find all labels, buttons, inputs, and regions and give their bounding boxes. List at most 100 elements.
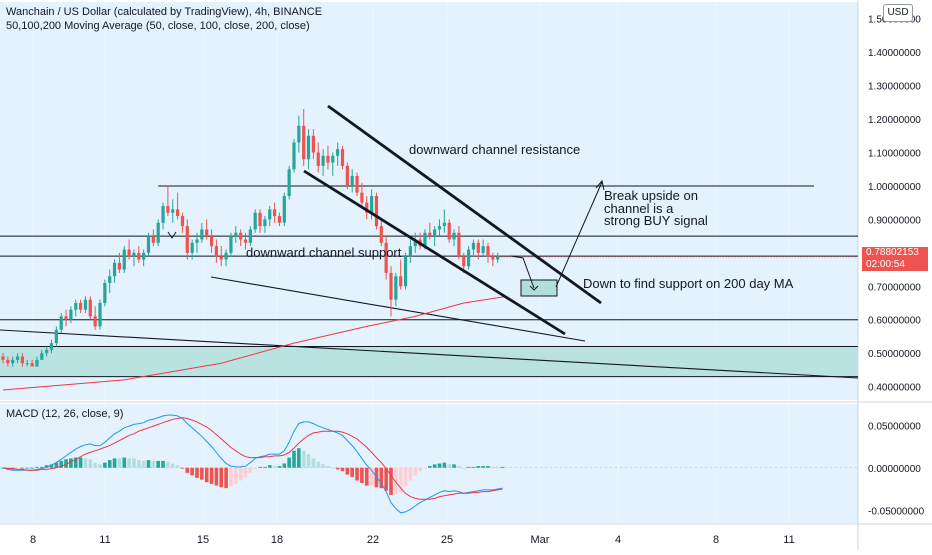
candle-body bbox=[462, 256, 466, 267]
candle-body bbox=[379, 226, 383, 243]
macd-histogram-bar bbox=[360, 467, 364, 484]
macd-histogram-bar bbox=[93, 462, 97, 468]
macd-histogram-bar bbox=[117, 458, 122, 468]
macd-histogram-bar bbox=[321, 464, 325, 468]
candle-body bbox=[248, 229, 252, 243]
candle-body bbox=[234, 232, 238, 237]
macd-histogram-bar bbox=[457, 466, 461, 468]
annotation-text: downward channel resistance bbox=[409, 142, 580, 157]
macd-histogram-bar bbox=[224, 467, 228, 489]
macd-histogram-bar bbox=[170, 463, 175, 468]
candle-body bbox=[340, 149, 345, 166]
candle-body bbox=[103, 282, 107, 304]
ma-legend: 50,100,200 Moving Average (50, close, 10… bbox=[6, 20, 310, 32]
candle-body bbox=[83, 299, 88, 310]
candle-body bbox=[326, 155, 330, 163]
candle-body bbox=[79, 303, 83, 310]
macd-histogram-bar bbox=[316, 461, 321, 468]
macd-histogram-bar bbox=[432, 464, 437, 468]
macd-histogram-bar bbox=[297, 448, 301, 468]
macd-histogram-bar bbox=[345, 467, 350, 475]
macd-histogram-bar bbox=[287, 457, 291, 468]
macd-histogram-bar bbox=[73, 457, 78, 468]
macd-histogram-bar bbox=[209, 467, 214, 484]
candle-body bbox=[471, 242, 476, 250]
macd-histogram-bar bbox=[408, 467, 413, 481]
candle-body bbox=[423, 232, 427, 247]
macd-histogram-bar bbox=[447, 464, 451, 468]
macd-histogram-bar bbox=[394, 467, 398, 495]
last-price-value: 0.78802153 bbox=[866, 247, 919, 258]
candle-body bbox=[258, 212, 262, 227]
candle-body bbox=[20, 356, 24, 364]
macd-histogram-bar bbox=[311, 458, 316, 468]
macd-histogram-bar bbox=[263, 466, 267, 468]
candle-body bbox=[253, 212, 257, 230]
macd-histogram-bar bbox=[219, 467, 224, 488]
candle-body bbox=[35, 359, 39, 367]
candle-body bbox=[350, 175, 354, 186]
macd-histogram-bar bbox=[384, 467, 388, 491]
currency-button[interactable]: USD bbox=[883, 4, 913, 22]
candle-body bbox=[117, 262, 121, 270]
y-tick-label: 1.20000000 bbox=[868, 115, 921, 126]
annotation-text: Break upside on bbox=[604, 188, 698, 203]
y-tick-label: 0.90000000 bbox=[868, 215, 921, 226]
candle-body bbox=[447, 222, 451, 240]
macd-histogram-bar bbox=[243, 467, 248, 478]
macd-histogram-bar bbox=[442, 462, 447, 468]
candle-body bbox=[243, 239, 248, 243]
x-tick-label: 11 bbox=[99, 534, 110, 546]
macd-histogram-bar bbox=[234, 467, 238, 484]
y-tick-label: 0.70000000 bbox=[868, 282, 921, 293]
candle-body bbox=[355, 175, 359, 193]
candle-body bbox=[132, 252, 136, 257]
candle-body bbox=[403, 256, 408, 287]
candle-body bbox=[15, 356, 20, 360]
candle-body bbox=[214, 246, 218, 257]
macd-histogram-bar bbox=[466, 466, 471, 468]
candle-body bbox=[209, 236, 214, 247]
candle-body bbox=[146, 236, 151, 253]
macd-histogram-bar bbox=[253, 467, 257, 469]
macd-histogram-bar bbox=[200, 467, 204, 480]
candle-body bbox=[59, 316, 63, 330]
candle-body bbox=[331, 155, 335, 163]
macd-histogram-bar bbox=[267, 465, 272, 468]
candle-body bbox=[394, 276, 398, 300]
macd-histogram-bar bbox=[248, 467, 253, 473]
macd-histogram-bar bbox=[495, 466, 500, 468]
candle-body bbox=[239, 232, 243, 240]
candle-body bbox=[49, 343, 54, 350]
candle-body bbox=[176, 209, 180, 217]
macd-histogram-bar bbox=[277, 466, 282, 468]
candle-body bbox=[156, 222, 160, 243]
candle-body bbox=[219, 256, 223, 260]
candle-body bbox=[433, 229, 437, 237]
macd-histogram-bar bbox=[180, 467, 185, 469]
macd-histogram-bar bbox=[461, 467, 466, 469]
candle-body bbox=[30, 363, 34, 367]
ma200-line bbox=[2, 295, 508, 391]
macd-histogram-bar bbox=[132, 458, 136, 468]
macd-histogram-bar bbox=[54, 462, 59, 468]
x-tick-label: Mar bbox=[531, 534, 550, 546]
macd-histogram-bar bbox=[137, 460, 141, 468]
x-tick-label: 11 bbox=[783, 534, 794, 546]
macd-histogram-bar bbox=[355, 467, 359, 481]
macd-histogram-bar bbox=[166, 461, 170, 468]
lower-trendline bbox=[210, 276, 586, 342]
macd-histogram-bar bbox=[476, 466, 481, 468]
candle-body bbox=[1, 356, 5, 360]
macd-histogram-bar bbox=[190, 467, 194, 476]
macd-histogram-bar bbox=[64, 459, 68, 468]
macd-histogram-bar bbox=[369, 467, 374, 486]
x-tick-label: 25 bbox=[441, 534, 453, 546]
candle-body bbox=[321, 155, 325, 166]
support-zone bbox=[0, 346, 858, 377]
candle-body bbox=[467, 249, 471, 267]
candle-body bbox=[166, 206, 170, 213]
long-trendline bbox=[0, 329, 859, 379]
